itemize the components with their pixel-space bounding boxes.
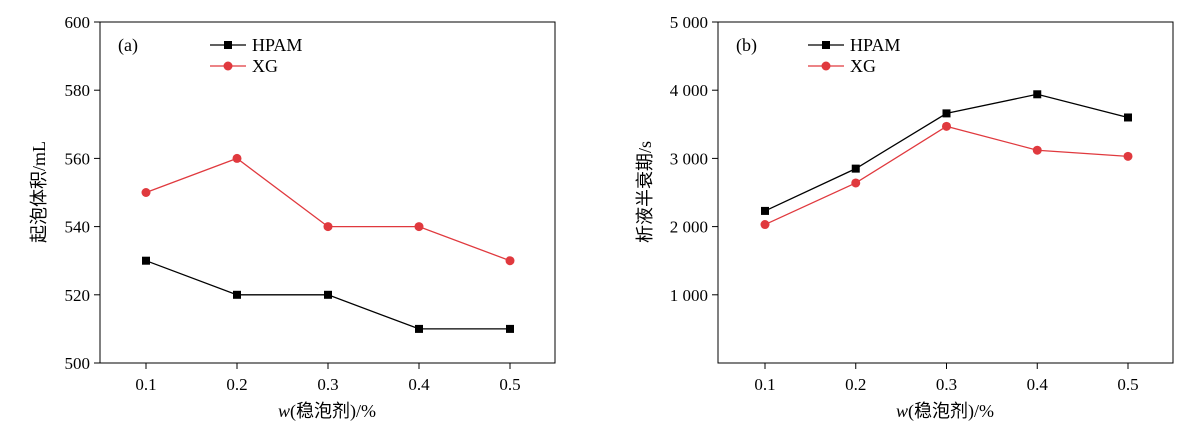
panel-label: (a) <box>118 35 138 56</box>
x-tick-label: 0.2 <box>845 375 866 394</box>
y-tick-label: 2 000 <box>670 218 708 237</box>
data-point-hpam <box>1033 90 1042 99</box>
legend-label: XG <box>850 56 876 76</box>
data-point-hpam <box>324 290 332 299</box>
legend-label: HPAM <box>252 35 302 55</box>
y-tick-label: 580 <box>65 81 91 100</box>
plot-frame <box>99 21 556 364</box>
data-point-hpam <box>506 324 514 333</box>
data-point-hpam <box>142 256 150 265</box>
x-tick-label: 0.1 <box>754 375 775 394</box>
y-axis-label: 起泡体积/mL <box>29 141 49 243</box>
data-point-xg <box>1032 145 1042 155</box>
x-tick-label: 0.4 <box>408 375 430 394</box>
x-axis-label: w(稳泡剂)/% <box>278 401 376 422</box>
x-tick-label: 0.4 <box>1027 375 1049 394</box>
x-tick-label: 0.3 <box>936 375 957 394</box>
data-point-hpam <box>761 206 769 215</box>
data-point-xg <box>232 153 242 163</box>
panel-label: (b) <box>736 35 757 56</box>
y-tick-label: 1 000 <box>670 286 708 305</box>
x-tick-label: 0.3 <box>317 375 338 394</box>
data-point-xg <box>414 222 424 232</box>
data-point-hpam <box>415 324 423 333</box>
x-ticks: 0.1 0.2 0.3 0.4 0.5 <box>754 363 1139 394</box>
data-point-hpam <box>233 290 241 299</box>
legend-marker <box>822 41 830 49</box>
data-point-xg <box>942 121 951 131</box>
y-tick-label: 560 <box>65 149 91 168</box>
data-point-xg <box>851 178 861 188</box>
series-line-xg <box>764 125 1129 226</box>
x-axis-label: w(稳泡剂)/% <box>896 401 994 422</box>
y-ticks: 1 000 2 000 3 000 4 000 5 000 <box>670 13 718 305</box>
data-point-xg <box>141 188 151 197</box>
data-point-hpam <box>851 164 860 173</box>
chart-panel-a: (a) 500 520 540 560 580 600 0.1 0.2 0.3 0.4 0.5 H… <box>29 13 556 422</box>
x-tick-label: 0.1 <box>135 375 156 394</box>
y-tick-label: 600 <box>65 13 91 32</box>
plot-frame <box>717 21 1174 364</box>
series-line-xg <box>145 157 511 262</box>
series-lines <box>141 153 515 333</box>
series-lines <box>760 90 1133 230</box>
y-tick-label: 5 000 <box>670 13 708 32</box>
x-tick-label: 0.5 <box>499 375 520 394</box>
data-point-xg <box>1123 151 1133 161</box>
y-tick-label: 520 <box>65 286 91 305</box>
legend-marker <box>223 61 233 71</box>
legend-label: HPAM <box>850 35 900 55</box>
data-point-xg <box>760 220 770 230</box>
legend-label: XG <box>252 56 278 76</box>
y-ticks: 500 520 540 560 580 600 <box>65 13 100 373</box>
data-point-hpam <box>942 109 951 118</box>
x-tick-label: 0.2 <box>226 375 247 394</box>
data-point-xg <box>505 256 515 266</box>
y-tick-label: 540 <box>65 218 91 237</box>
x-ticks: 0.1 0.2 0.3 0.4 0.5 <box>135 363 521 394</box>
data-point-xg <box>323 222 333 232</box>
data-point-hpam <box>1124 113 1132 122</box>
legend-marker <box>821 61 831 71</box>
y-tick-label: 4 000 <box>670 81 708 100</box>
y-axis-label: 析液半衰期/s <box>635 141 655 243</box>
y-tick-label: 500 <box>65 354 91 373</box>
x-tick-label: 0.5 <box>1117 375 1138 394</box>
legend-marker <box>224 41 232 49</box>
y-tick-label: 3 000 <box>670 149 708 168</box>
